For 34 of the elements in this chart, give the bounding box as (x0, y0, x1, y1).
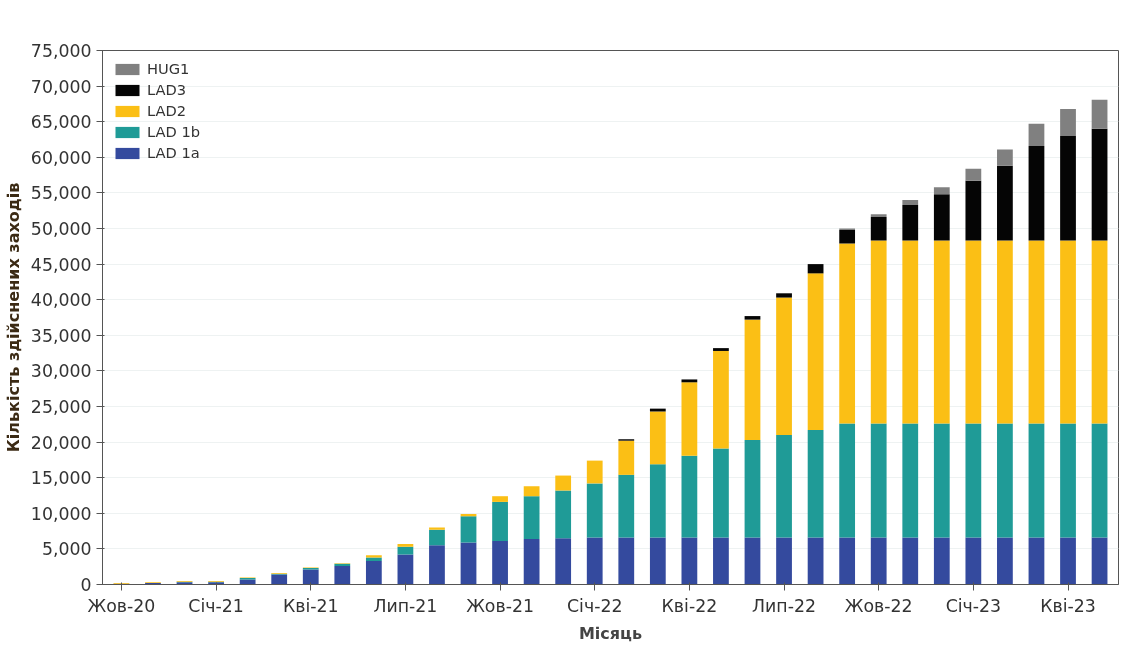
x-tick-label: Жов-21 (466, 595, 534, 616)
x-tick-label: Лип-22 (752, 595, 817, 616)
y-axis-title: Кількість здійснених заходів (3, 182, 23, 453)
legend-label: HUG1 (147, 60, 190, 77)
x-tick-label: Січ-22 (567, 595, 623, 616)
y-tick-label: 15,000 (30, 468, 92, 489)
y-tick-label: 5,000 (41, 539, 92, 560)
y-tick-label: 0 (80, 575, 92, 595)
y-tick-label: 75,000 (30, 41, 92, 61)
y-tick-label: 40,000 (30, 290, 92, 311)
y-tick-label: 50,000 (30, 219, 92, 239)
y-tick-label: 35,000 (30, 325, 92, 346)
x-tick-label: Жов-20 (87, 595, 156, 616)
x-tick-label: Кві-22 (661, 595, 718, 616)
y-tick-label: 25,000 (30, 397, 92, 417)
x-axis-title: Місяць (578, 623, 643, 643)
y-tick-label: 65,000 (30, 112, 92, 133)
x-tick-label: Жов-22 (844, 595, 913, 616)
legend-label: LAD 1b (147, 123, 201, 140)
y-tick-label: 55,000 (30, 183, 92, 204)
legend-label: LAD3 (147, 81, 187, 98)
x-tick-label: Кві-23 (1040, 595, 1096, 616)
x-tick-label: Кві-21 (282, 595, 339, 616)
x-tick-label: Січ-21 (188, 595, 244, 616)
x-tick-label: Січ-23 (945, 595, 1002, 616)
y-tick-label: 10,000 (30, 503, 92, 524)
legend-label: LAD2 (147, 102, 187, 119)
legend-label: LAD 1a (147, 144, 200, 161)
y-tick-label: 60,000 (30, 147, 92, 168)
y-tick-label: 30,000 (30, 361, 92, 382)
y-tick-label: 45,000 (30, 254, 92, 275)
x-tick-label: Лип-21 (373, 595, 438, 616)
y-tick-label: 20,000 (30, 432, 92, 453)
y-tick-label: 70,000 (30, 76, 92, 97)
